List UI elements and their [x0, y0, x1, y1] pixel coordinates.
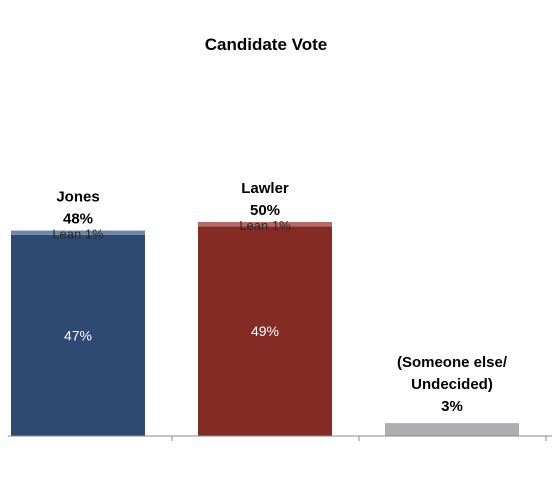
bar-value-label-0: 47% — [64, 327, 92, 343]
candidate-name-label-1: Lawler — [241, 180, 289, 197]
candidate-name-label-0: Jones — [56, 189, 99, 206]
lean-label-0: Lean 1% — [52, 227, 104, 242]
x-axis-ticks — [171, 436, 547, 441]
bar-lean-segment-1 — [198, 222, 332, 227]
chart-title: Candidate Vote — [205, 35, 327, 54]
candidate-name-label-2-1: Undecided) — [411, 376, 493, 393]
total-label-0: 48% — [63, 211, 93, 228]
bar-2 — [385, 423, 519, 436]
total-label-1: 50% — [250, 202, 280, 219]
candidate-name-label-2-0: (Someone else/ — [397, 354, 508, 371]
bar-1 — [198, 226, 332, 436]
bar-0 — [11, 234, 145, 436]
lean-label-1: Lean 1% — [239, 218, 291, 233]
bar-value-label-1: 49% — [251, 323, 279, 339]
bars-group — [11, 222, 519, 436]
total-label-2: 3% — [441, 398, 463, 415]
bar-lean-segment-0 — [11, 230, 145, 235]
